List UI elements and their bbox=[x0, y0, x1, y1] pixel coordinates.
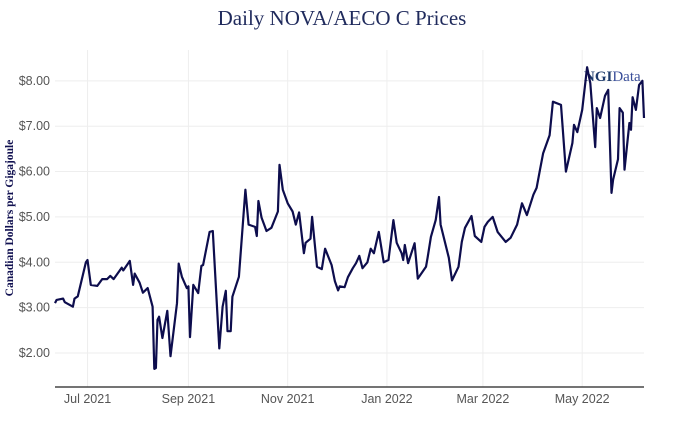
chart-title: Daily NOVA/AECO C Prices bbox=[218, 6, 467, 30]
y-tick-label: $3.00 bbox=[19, 301, 50, 315]
price-series-line bbox=[54, 66, 646, 370]
y-axis-ticks: $2.00 $3.00 $4.00 $5.00 $6.00 $7.00 $8.00 bbox=[19, 74, 50, 360]
x-tick-label: Nov 2021 bbox=[261, 392, 315, 406]
y-tick-label: $2.00 bbox=[19, 346, 50, 360]
x-tick-label: Sep 2021 bbox=[162, 392, 216, 406]
x-tick-label: Jul 2021 bbox=[64, 392, 111, 406]
y-tick-label: $8.00 bbox=[19, 74, 50, 88]
x-tick-label: Mar 2022 bbox=[457, 392, 510, 406]
y-tick-label: $7.00 bbox=[19, 119, 50, 133]
x-tick-label: May 2022 bbox=[555, 392, 610, 406]
x-axis-ticks: Jul 2021 Sep 2021 Nov 2021 Jan 2022 Mar 2022… bbox=[64, 392, 610, 406]
ngidata-logo: NGIData bbox=[584, 69, 641, 85]
y-tick-label: $5.00 bbox=[19, 210, 50, 224]
svg-text:NGIData: NGIData bbox=[584, 69, 641, 85]
y-axis-label: Canadian Dollars per Gigajoule bbox=[4, 140, 16, 297]
y-tick-label: $4.00 bbox=[19, 255, 50, 269]
gridlines bbox=[55, 50, 644, 387]
data-points bbox=[54, 67, 645, 369]
x-tick-label: Jan 2022 bbox=[361, 392, 412, 406]
y-tick-label: $6.00 bbox=[19, 165, 50, 179]
